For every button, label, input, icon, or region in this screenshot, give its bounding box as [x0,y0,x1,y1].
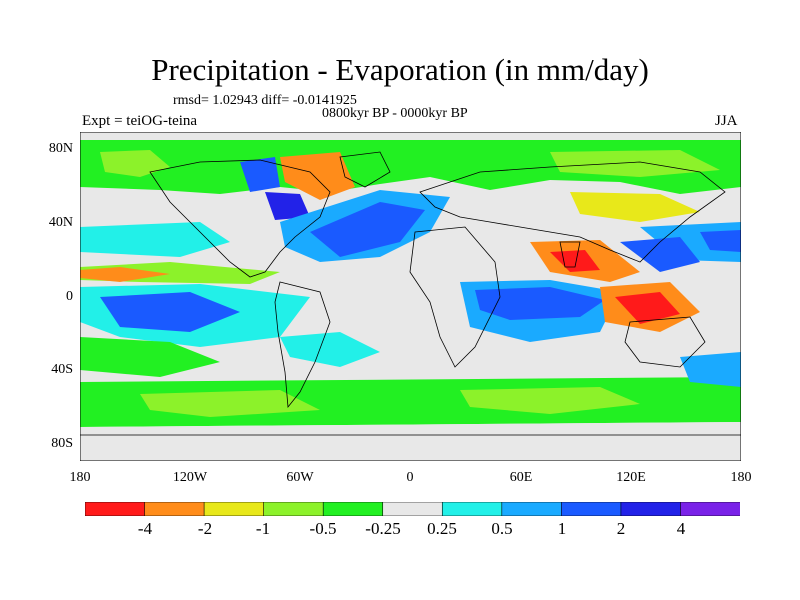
y-tick-label: 80N [48,141,73,156]
field-patch [700,230,741,252]
map-panel [80,132,741,461]
y-tick-label: 80S [51,436,73,451]
coastline-greenland [339,151,391,188]
colorbar-label: -0.25 [365,519,401,538]
field-patch [140,390,320,417]
x-tick-label: 60E [509,470,533,485]
coastline-africa [409,226,501,368]
y-tick-label: 40N [48,215,73,230]
colorbar-swatches [84,501,741,517]
experiment-label: Expt = teiOG-teina [82,113,198,129]
field-patch [475,287,605,320]
x-tick-label: 60W [286,470,314,485]
colorbar-swatch [561,501,622,517]
field-patch [80,267,170,282]
colorbar-swatch [263,501,324,517]
field-patch [100,292,240,332]
colorbar-label: 4 [676,519,686,538]
x-tick-label: 180 [69,470,91,485]
y-tick-label: 0 [66,289,73,304]
field-patch [620,237,700,272]
colorbar-swatch [84,501,146,517]
map-field [80,132,741,461]
plot-title: Precipitation - Evaporation (in mm/day) [151,52,649,87]
colorbar-label: -2 [197,519,213,538]
x-tick-label: 0 [406,470,414,485]
field-patch [460,387,640,414]
colorbar-label: 0.25 [427,519,457,538]
field-patch [280,152,355,200]
coastline-india [559,241,581,268]
season-label: JJA [715,113,738,129]
colorbar-label: 1 [557,519,567,538]
field-patch [550,150,720,177]
colorbar-swatch [322,501,384,517]
colorbar-swatch [203,501,265,517]
colorbar-swatch [680,501,741,517]
colorbar-label: -4 [137,519,153,538]
field-patch [310,202,425,257]
field-patch [80,337,220,377]
y-tick-label: 40S [51,362,73,377]
colorbar-swatch [144,501,205,517]
field-patch [80,422,741,437]
colorbar-swatch [501,501,563,517]
x-tick-label: 180 [730,470,752,485]
field-patch [570,192,700,222]
period-subtitle: 0800kyr BP - 0000kyr BP [322,106,468,121]
field-patch [240,157,280,192]
field-patch [680,352,741,387]
colorbar-swatch [441,501,503,517]
colorbar [84,501,741,517]
colorbar-swatch [382,501,444,517]
colorbar-label: 0.5 [491,519,513,538]
field-patch [615,292,680,324]
coastline-south-america [274,281,331,409]
field-patch [265,192,310,220]
colorbar-swatch [620,501,682,517]
colorbar-label: -1 [255,519,271,538]
coastline-australia [624,316,706,368]
field-patch [280,332,380,367]
coastline-north-america [149,159,331,278]
x-tick-label: 120E [616,470,646,485]
colorbar-label: -0.5 [309,519,337,538]
stats-text: rmsd= 1.02943 diff= -0.0141925 [173,93,357,108]
colorbar-label: 2 [616,519,626,538]
coastlines [80,151,741,436]
field-patch [100,150,170,177]
field-patch [80,222,230,257]
x-tick-label: 120W [172,470,208,485]
coastline-eurasia [419,161,726,263]
